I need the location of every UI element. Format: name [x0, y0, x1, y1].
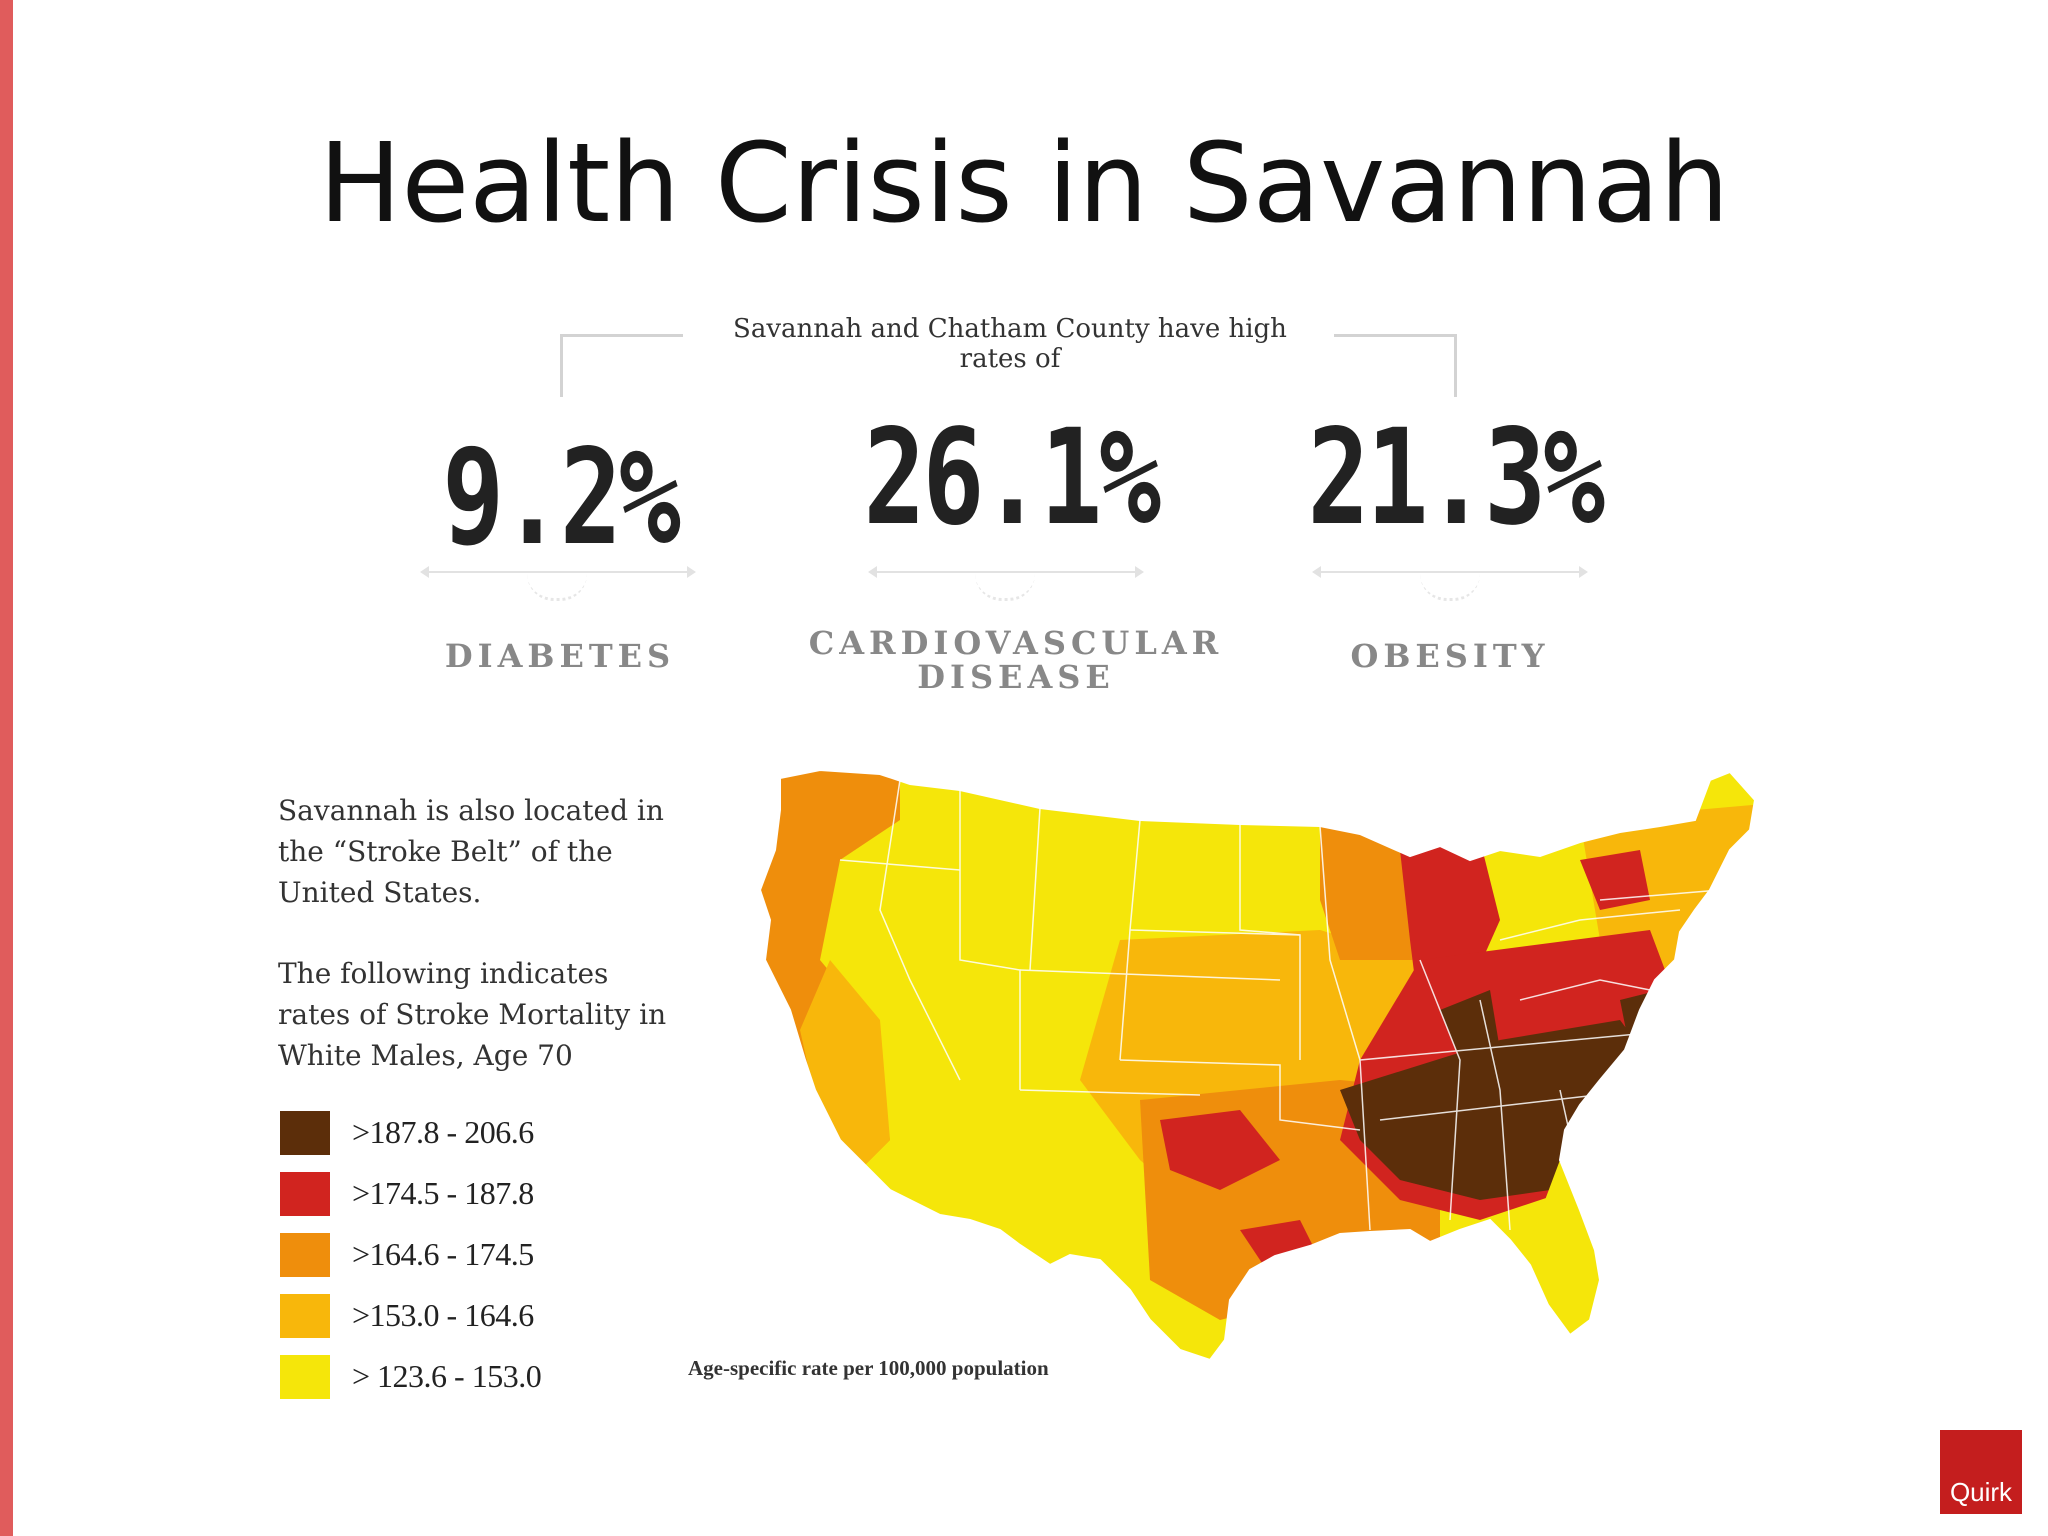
stat-divider [868, 566, 1144, 578]
legend-label: >153.0 - 164.6 [352, 1297, 534, 1333]
legend-label: >174.5 - 187.8 [352, 1175, 534, 1211]
stat-value: 21.3% [1307, 401, 1605, 555]
stat-obesity-label: OBESITY [1350, 637, 1550, 675]
legend-swatch [280, 1293, 330, 1338]
accent-bar [0, 0, 13, 1536]
legend-label: > 123.6 - 153.0 [352, 1358, 542, 1394]
map-regions [760, 770, 1755, 1360]
legend-label: >187.8 - 206.6 [352, 1114, 534, 1150]
map-legend: >187.8 - 206.6 >174.5 - 187.8 >164.6 - 1… [280, 1102, 542, 1407]
slide-title: Health Crisis in Savannah [318, 119, 1730, 247]
legend-item: >164.6 - 174.5 [280, 1224, 541, 1285]
legend-item: >174.5 - 187.8 [280, 1163, 541, 1224]
intro-text: Savannah and Chatham County have high ra… [733, 314, 1287, 374]
divider-ornament [527, 574, 587, 601]
stroke-belt-text: Savannah is also located in the “Stroke … [278, 794, 664, 909]
stroke-description-text: The following indicates rates of Stroke … [278, 957, 667, 1072]
stat-obesity-value: 21.3% [1307, 401, 1605, 555]
stat-divider [1312, 566, 1588, 578]
stat-cardio-label: CARDIOVASCULAR DISEASE [808, 624, 1224, 696]
legend-item: > 123.6 - 153.0 [280, 1346, 542, 1407]
stat-diabetes-label: DIABETES [444, 637, 676, 675]
us-stroke-map [758, 768, 1757, 1362]
stat-value: 9.2% [442, 421, 681, 575]
legend-label: >164.6 - 174.5 [352, 1236, 534, 1272]
quirk-logo: Quirk [1940, 1430, 2022, 1514]
stat-value: 26.1% [863, 401, 1161, 555]
stat-cardio-value: 26.1% [863, 401, 1161, 555]
legend-swatch [280, 1110, 330, 1155]
legend-swatch [280, 1171, 330, 1216]
divider-ornament [1420, 574, 1480, 601]
legend-swatch [280, 1232, 330, 1277]
legend-item: >187.8 - 206.6 [280, 1102, 541, 1163]
divider-ornament [975, 574, 1035, 601]
legend-item: >153.0 - 164.6 [280, 1285, 541, 1346]
stat-divider [420, 566, 696, 578]
map-note: Age-specific rate per 100,000 population [688, 1356, 1049, 1380]
bracket-left [560, 334, 683, 397]
bracket-right [1334, 334, 1457, 397]
state-borders [839, 779, 1721, 1231]
stat-diabetes-value: 9.2% [420, 432, 701, 564]
legend-swatch [280, 1354, 330, 1399]
